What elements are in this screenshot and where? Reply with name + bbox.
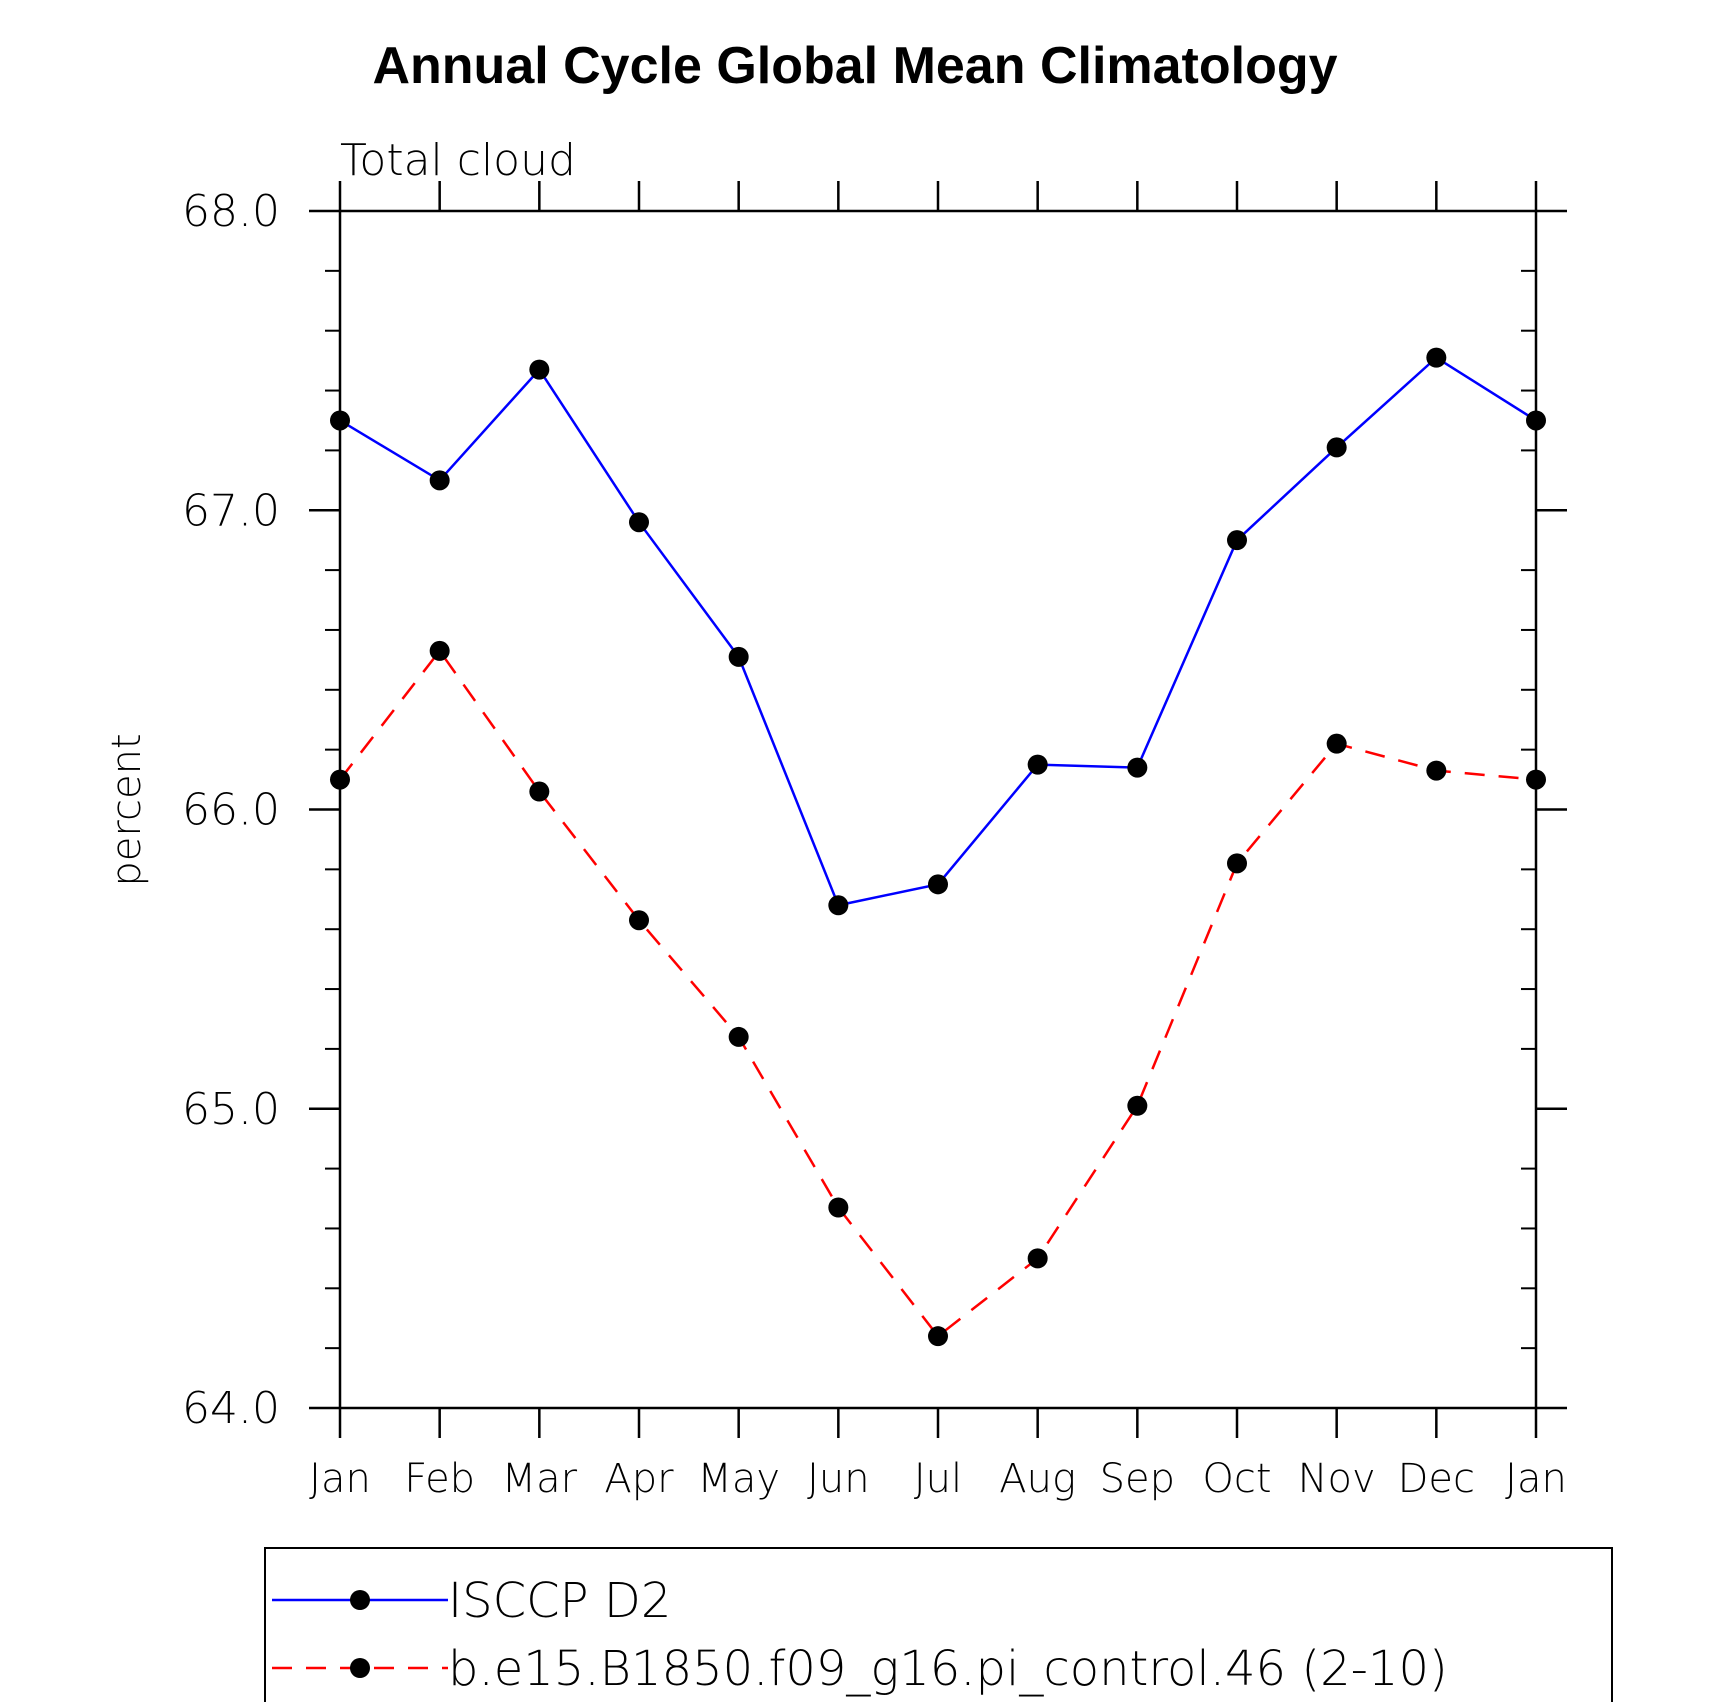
data-point-series-1: [1526, 769, 1546, 790]
data-point-series-0: [1526, 410, 1546, 431]
data-point-series-1: [1027, 1248, 1048, 1269]
x-tick-label: Feb: [404, 1456, 475, 1502]
data-point-series-1: [1326, 733, 1347, 754]
y-tick-label: 67.0: [182, 485, 280, 536]
x-tick-label: Oct: [1202, 1456, 1271, 1502]
data-point-series-1: [928, 1326, 948, 1347]
legend-label-1: b.e15.B1850.f09_g16.pi_control.46 (2-10): [448, 1641, 1448, 1697]
x-tick-label: Dec: [1398, 1456, 1475, 1502]
y-axis: 64.0 65.0 66.0 67.0 68.0: [182, 186, 1567, 1434]
x-axis: Jan Feb Mar Apr May Jun Jul Aug Sep Oct Nov Dec Jan: [309, 181, 1567, 1502]
data-point-series-1: [629, 910, 649, 931]
y-tick-label: 68.0: [182, 186, 280, 237]
x-tick-label: Mar: [502, 1456, 578, 1502]
legend-box: [264, 1547, 1613, 1702]
legend-label-0: ISCCP D2: [448, 1573, 671, 1629]
data-point-series-0: [928, 874, 948, 895]
data-point-series-0: [728, 646, 749, 667]
data-point-series-0: [828, 895, 849, 916]
legend-marker-1: [350, 1658, 370, 1678]
data-point-series-1: [529, 781, 550, 802]
x-tick-label: Jan: [309, 1456, 371, 1502]
data-point-series-1: [1426, 760, 1447, 781]
y-tick-label: 64.0: [182, 1383, 280, 1434]
data-point-series-0: [1127, 757, 1148, 778]
x-tick-label: May: [697, 1456, 780, 1502]
data-point-series-1: [1127, 1095, 1148, 1116]
data-point-series-1: [828, 1197, 849, 1218]
data-point-series-0: [1227, 530, 1247, 551]
data-point-series-0: [529, 359, 550, 380]
data-point-series-0: [429, 470, 450, 491]
y-tick-label: 66.0: [182, 785, 280, 836]
data-point-series-1: [330, 769, 350, 790]
y-axis-label: percent: [104, 733, 150, 886]
x-tick-label: Jun: [807, 1456, 870, 1502]
data-point-series-0: [1426, 347, 1447, 368]
chart-title: Annual Cycle Global Mean Climatology: [372, 37, 1337, 95]
x-tick-label: Nov: [1298, 1456, 1376, 1502]
data-point-series-1: [1227, 853, 1247, 874]
legend: ISCCP D2 b.e15.B1850.f09_g16.pi_control.4…: [272, 1573, 1448, 1697]
x-tick-label: Jul: [914, 1456, 962, 1502]
x-tick-label: Sep: [1100, 1456, 1175, 1502]
data-point-series-0: [330, 410, 350, 431]
x-tick-label: Apr: [604, 1456, 674, 1502]
y-tick-label: 65.0: [182, 1084, 280, 1135]
series-layer: [330, 347, 1546, 1347]
data-point-series-0: [1027, 754, 1048, 775]
data-point-series-1: [429, 640, 450, 661]
x-tick-label: Jan: [1505, 1456, 1567, 1502]
legend-marker-0: [350, 1590, 370, 1610]
data-point-series-0: [629, 512, 649, 533]
data-point-series-0: [1326, 437, 1347, 458]
chart-subtitle: Total cloud: [340, 135, 576, 186]
x-tick-label: Aug: [999, 1456, 1076, 1502]
series-line-1: [339, 648, 1537, 1338]
data-point-series-1: [728, 1026, 749, 1047]
series-line-0: [339, 356, 1537, 907]
